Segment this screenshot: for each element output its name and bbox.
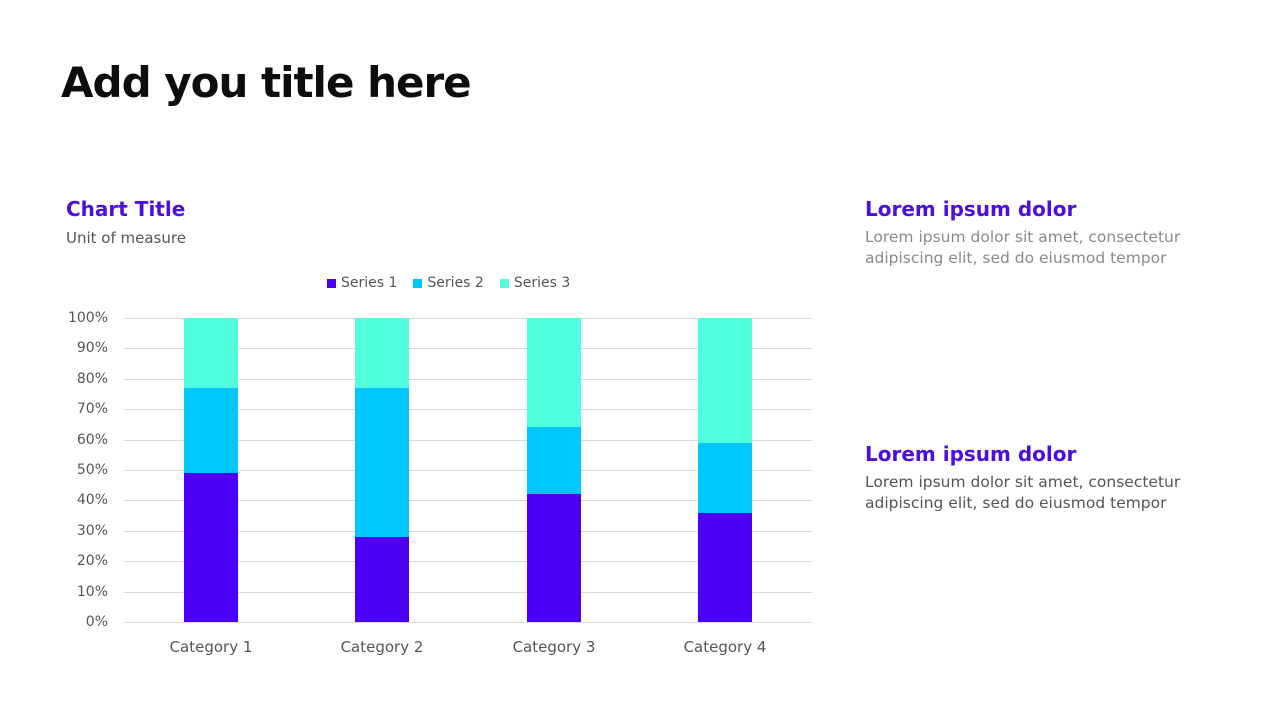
legend-label: Series 1: [341, 275, 398, 291]
side-block-2: Lorem ipsum dolor Lorem ipsum dolor sit …: [865, 442, 1225, 514]
gridline: [124, 348, 812, 350]
gridline: [124, 378, 812, 380]
plot-area: [124, 318, 812, 623]
stacked-bar: [527, 318, 581, 622]
legend-item-series-2: Series 2: [413, 275, 484, 291]
gridline: [124, 561, 812, 563]
page-title: Add you title here: [61, 58, 472, 107]
bar-segment: [698, 318, 752, 443]
legend-swatch-icon: [413, 278, 423, 288]
y-tick-label: 30%: [76, 522, 108, 539]
chart-subtitle: Unit of measure: [66, 229, 186, 247]
side-text: Lorem ipsum dolor sit amet, consectetur …: [865, 473, 1181, 512]
y-tick-label: 40%: [76, 492, 108, 509]
x-tick-label: Category 1: [169, 638, 253, 656]
legend-item-series-3: Series 3: [499, 275, 571, 291]
bar-segment: [184, 387, 238, 474]
bar-segment: [698, 442, 752, 513]
bar-segment: [355, 536, 409, 622]
legend-label: Series 3: [513, 275, 571, 291]
legend-label: Series 2: [427, 275, 484, 291]
bar-segment: [527, 318, 581, 428]
gridline: [124, 622, 812, 623]
legend-swatch-icon: [327, 278, 336, 288]
side-heading: Lorem ipsum dolor: [865, 197, 1077, 221]
bar-segment: [698, 512, 752, 622]
x-tick-label: Category 2: [340, 638, 424, 656]
side-block-1: Lorem ipsum dolor Lorem ipsum dolor sit …: [865, 197, 1225, 269]
y-tick-label: 0%: [85, 614, 108, 630]
gridline: [124, 439, 812, 441]
y-tick-label: 20%: [76, 553, 108, 570]
stacked-bar: [355, 318, 409, 622]
legend-item-series-1: Series 1: [327, 275, 397, 291]
y-tick-label: 100%: [67, 310, 108, 326]
stacked-bar: [698, 318, 752, 622]
y-tick-label: 70%: [76, 401, 108, 418]
y-tick-label: 60%: [76, 431, 108, 448]
bar-segment: [184, 318, 238, 388]
bar-segment: [527, 494, 581, 622]
x-tick-label: Category 4: [683, 638, 767, 656]
side-heading: Lorem ipsum dolor: [865, 442, 1077, 466]
y-tick-label: 10%: [76, 583, 108, 600]
gridline: [124, 318, 812, 319]
bar-segment: [184, 473, 238, 622]
side-text: Lorem ipsum dolor sit amet, consectetur …: [865, 228, 1181, 267]
legend-swatch-icon: [499, 278, 509, 288]
bar-segment: [355, 318, 409, 388]
y-tick-label: 90%: [76, 340, 108, 357]
bar-segment: [355, 387, 409, 537]
gridline: [124, 530, 812, 532]
bar-segment: [527, 427, 581, 495]
gridline: [124, 500, 812, 502]
gridline: [124, 591, 812, 593]
x-tick-label: Category 3: [512, 638, 596, 656]
y-tick-label: 50%: [76, 462, 108, 478]
chart-legend: Series 1 Series 2 Series 3: [327, 275, 570, 291]
chart-title: Chart Title: [66, 197, 186, 221]
stacked-bar: [184, 318, 238, 622]
y-tick-label: 80%: [76, 370, 108, 387]
gridline: [124, 470, 812, 471]
gridline: [124, 409, 812, 411]
